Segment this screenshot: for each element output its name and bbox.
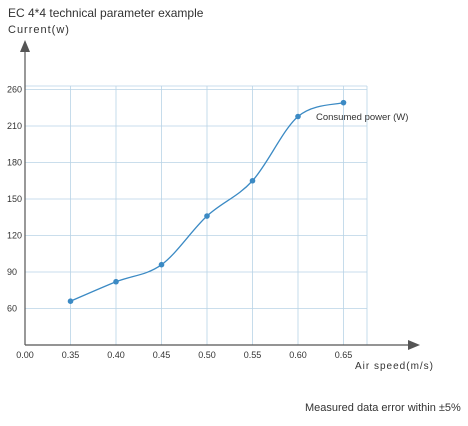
data-point	[295, 113, 301, 120]
data-point	[204, 213, 210, 219]
x-tick-label: 0.55	[244, 350, 262, 360]
x-tick-label: 0.45	[153, 350, 171, 360]
data-point	[249, 177, 256, 184]
x-tick-label: 0.50	[198, 350, 216, 360]
chart-title: EC 4*4 technical parameter example	[8, 6, 204, 20]
y-axis-arrow-icon	[20, 40, 30, 52]
x-tick-label: 0.60	[289, 350, 307, 360]
x-tick-label: 0.00	[16, 350, 34, 360]
tick-layer: 0.00 0.35 0.40 0.45 0.50 0.55 0.60 0.65 60 90 120 1…	[7, 85, 352, 361]
y-tick-label: 60	[7, 304, 17, 314]
data-point	[67, 298, 74, 305]
x-axis-arrow-icon	[408, 340, 420, 350]
series-annotation: Consumed power (W)	[316, 112, 408, 123]
grid-layer	[25, 85, 368, 345]
series-layer: Consumed power (W)	[67, 99, 408, 305]
y-tick-label: 210	[7, 121, 22, 131]
x-tick-label: 0.40	[107, 350, 125, 360]
y-tick-label: 150	[7, 194, 22, 204]
y-axis-label: Current(w)	[8, 24, 70, 36]
axis-layer	[20, 40, 420, 350]
x-axis-label: Air speed(m/s)	[355, 361, 435, 372]
data-point	[113, 278, 119, 285]
data-point	[158, 261, 165, 268]
x-tick-label: 0.65	[335, 350, 353, 360]
y-tick-label: 180	[7, 158, 22, 168]
data-point	[340, 99, 347, 106]
y-tick-label: 120	[7, 231, 22, 241]
x-tick-label: 0.35	[62, 350, 80, 360]
footnote: Measured data error within ±5%	[305, 402, 461, 414]
y-tick-label: 260	[7, 85, 22, 95]
y-tick-label: 90	[7, 267, 17, 277]
